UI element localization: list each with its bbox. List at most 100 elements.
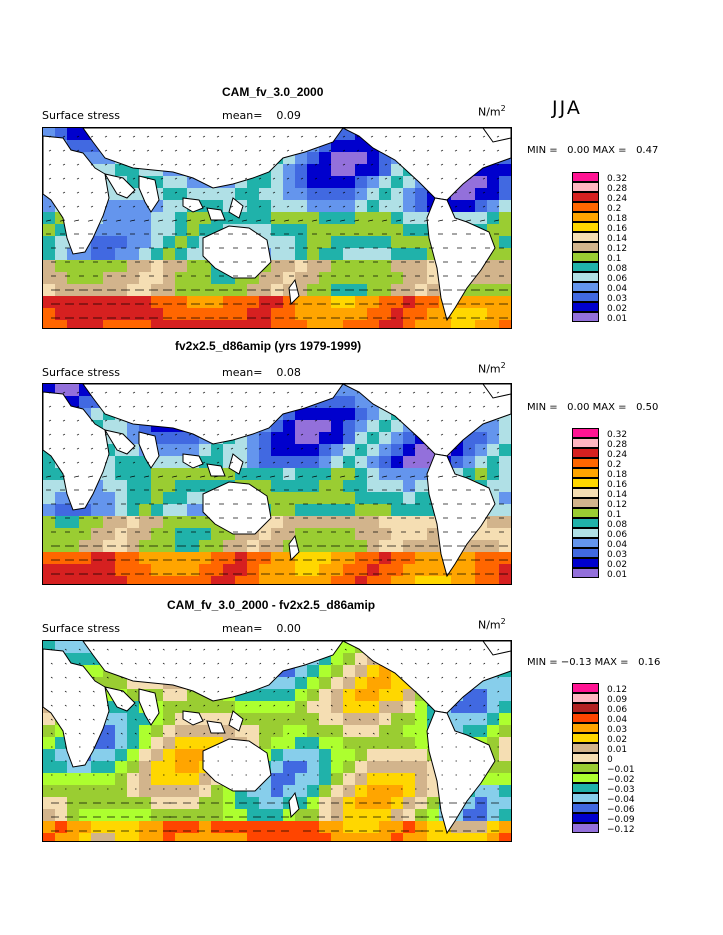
panel-2-map-svg bbox=[43, 384, 511, 584]
panel-3-max-label: MAX = bbox=[594, 657, 629, 668]
colorbar-label: −0.04 bbox=[607, 795, 635, 805]
panel-2-minmax: MIN = 0.00 MAX = 0.50 bbox=[527, 402, 658, 413]
colorbar-label: 0.24 bbox=[607, 194, 628, 204]
colorbar-label: 0.03 bbox=[607, 294, 628, 304]
colorbar-label: 0.14 bbox=[607, 234, 628, 244]
panel-1-title: CAM_fv_3.0_2000 bbox=[222, 85, 324, 99]
colorbar-swatch bbox=[572, 813, 599, 823]
colorbar-label: 0.02 bbox=[607, 735, 628, 745]
colorbar-swatch bbox=[572, 763, 599, 773]
colorbar-swatch bbox=[572, 192, 599, 202]
colorbar-swatch bbox=[572, 448, 599, 458]
colorbar-swatch bbox=[572, 548, 599, 558]
landmass bbox=[228, 453, 244, 475]
colorbar-swatch bbox=[572, 182, 599, 192]
colorbar-label: 0.1 bbox=[607, 510, 622, 520]
colorbar-swatch bbox=[572, 488, 599, 498]
panel-3-max-value: 0.16 bbox=[638, 657, 661, 668]
season-label: JJA bbox=[552, 97, 582, 119]
colorbar-label: 0.2 bbox=[607, 460, 622, 470]
colorbar-label: 0.24 bbox=[607, 450, 628, 460]
colorbar-label: 0.03 bbox=[607, 550, 628, 560]
colorbar-swatch bbox=[572, 468, 599, 478]
panel-2-max-value: 0.50 bbox=[636, 402, 659, 413]
colorbar-label: 0.04 bbox=[607, 284, 628, 294]
panel-3-min-value: −0.13 bbox=[560, 657, 592, 668]
colorbar-label: −0.12 bbox=[607, 825, 635, 835]
panel-3-mean-label: mean= bbox=[222, 622, 263, 635]
landmass bbox=[82, 128, 344, 189]
colorbar-label: −0.01 bbox=[607, 765, 635, 775]
colorbar-swatch bbox=[572, 773, 599, 783]
panel-1-min-value: 0.00 bbox=[567, 145, 590, 156]
panel-1-label: Surface stress bbox=[42, 109, 120, 122]
landmass bbox=[482, 384, 511, 399]
landmass bbox=[206, 207, 226, 221]
panel-1-mean-value: 0.09 bbox=[276, 109, 301, 122]
landmass bbox=[206, 720, 226, 734]
landmass bbox=[103, 173, 136, 199]
colorbar-swatch bbox=[572, 823, 599, 833]
colorbar-swatch bbox=[572, 518, 599, 528]
colorbar-label: 0.2 bbox=[607, 204, 622, 214]
wind-vectors bbox=[50, 648, 500, 832]
panel-3-minmax: MIN = −0.13 MAX = 0.16 bbox=[527, 657, 660, 668]
colorbar-label: −0.02 bbox=[607, 775, 635, 785]
panel-2-colorbar: 0.32 0.28 0.24 0.2 0.18 0.16 0.14 0.12 0.1 0.08 0.… bbox=[572, 428, 662, 586]
panel-1-mean: mean= 0.09 bbox=[222, 109, 301, 122]
colorbar-swatch bbox=[572, 212, 599, 222]
landmass bbox=[138, 688, 160, 726]
panel-2-units-base: N/m bbox=[478, 362, 501, 376]
colorbar-swatch bbox=[572, 302, 599, 312]
colorbar-label: 0.28 bbox=[607, 184, 628, 194]
colorbar-swatch bbox=[572, 252, 599, 262]
colorbar-label: 0.03 bbox=[607, 725, 628, 735]
colorbar-swatch bbox=[572, 693, 599, 703]
colorbar-label: 0.14 bbox=[607, 490, 628, 500]
panel-3-units-base: N/m bbox=[478, 618, 501, 632]
continent-outline bbox=[43, 384, 511, 578]
panel-3-mean: mean= 0.00 bbox=[222, 622, 301, 635]
colorbar-swatch bbox=[572, 498, 599, 508]
colorbar-label: 0.04 bbox=[607, 715, 628, 725]
colorbar-swatch bbox=[572, 242, 599, 252]
landmass bbox=[426, 710, 496, 835]
colorbar-label: 0.12 bbox=[607, 685, 628, 695]
colorbar-label: 0.06 bbox=[607, 705, 628, 715]
colorbar-label: 0.09 bbox=[607, 695, 628, 705]
panel-1-units: N/m2 bbox=[478, 104, 506, 119]
colorbar-label: 0.18 bbox=[607, 470, 628, 480]
panel-2-mean-label: mean= bbox=[222, 366, 263, 379]
colorbar-label: 0.12 bbox=[607, 500, 628, 510]
colorbar-swatch bbox=[572, 272, 599, 282]
panel-2-map bbox=[42, 383, 512, 585]
colorbar-label: 0.18 bbox=[607, 214, 628, 224]
landmass bbox=[182, 453, 204, 469]
colorbar-swatch bbox=[572, 458, 599, 468]
panel-2-title: fv2x2.5_d86amip (yrs 1979-1999) bbox=[175, 339, 362, 353]
landmass bbox=[43, 648, 110, 768]
panel-3-map-svg bbox=[43, 641, 511, 841]
colorbar-swatch bbox=[572, 713, 599, 723]
landmass bbox=[43, 391, 110, 511]
landmass bbox=[82, 641, 344, 702]
colorbar-label: 0.04 bbox=[607, 540, 628, 550]
colorbar-label: 0.32 bbox=[607, 174, 628, 184]
landmass bbox=[288, 791, 300, 819]
panel-3-colorbar: 0.12 0.09 0.06 0.04 0.03 0.02 0.01 0 −0.01 −0.02−… bbox=[572, 683, 662, 841]
colorbar-swatch bbox=[572, 538, 599, 548]
panel-3-title: CAM_fv_3.0_2000 - fv2x2.5_d86amip bbox=[167, 598, 376, 612]
colorbar-label: 0.01 bbox=[607, 314, 628, 324]
colorbar-swatch bbox=[572, 312, 599, 322]
panel-2-min-label: MIN = bbox=[527, 402, 558, 413]
panel-1-colorbar: 0.32 0.28 0.24 0.2 0.18 0.16 0.14 0.12 0.1 0.08 0.… bbox=[572, 172, 662, 330]
panel-2-mean: mean= 0.08 bbox=[222, 366, 301, 379]
landmass bbox=[103, 429, 136, 455]
panel-2-max-label: MAX = bbox=[592, 402, 627, 413]
landmass bbox=[182, 710, 204, 726]
colorbar-label: 0.02 bbox=[607, 560, 628, 570]
colorbar-label: 0.08 bbox=[607, 520, 628, 530]
colorbar-swatch bbox=[572, 172, 599, 182]
colorbar-label: 0.12 bbox=[607, 244, 628, 254]
panel-1-units-base: N/m bbox=[478, 105, 501, 119]
